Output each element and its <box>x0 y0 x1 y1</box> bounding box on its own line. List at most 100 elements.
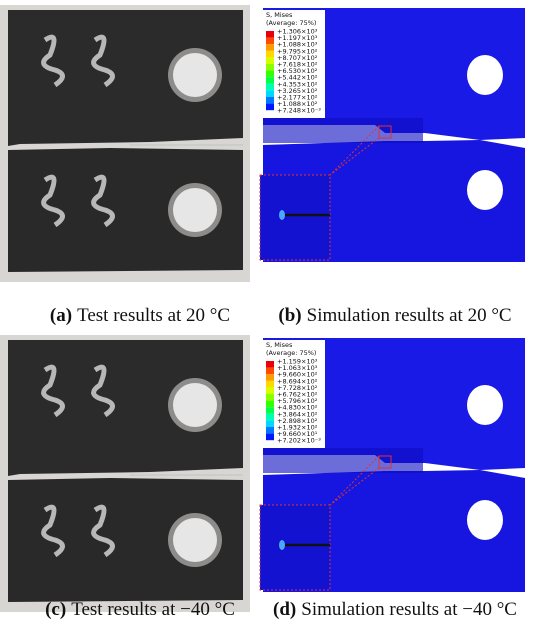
legend-swatch <box>266 90 274 97</box>
legend-value: +4.830×10² <box>277 404 318 412</box>
caption: (a) Test results at 20 °C <box>50 305 230 326</box>
zoom-box <box>378 455 392 469</box>
caption: (c) Test results at −40 °C <box>45 599 235 620</box>
chalk-mark <box>41 34 65 88</box>
legend-swatch <box>266 433 274 441</box>
legend-value: +9.660×10² <box>277 371 318 379</box>
panel: S, Mises(Average: 75%)+1.159×10³+1.063×1… <box>259 338 525 620</box>
legend-swatch <box>266 77 274 84</box>
caption-text: Test results at 20 °C <box>77 305 230 326</box>
legend-value: +8.694×10² <box>277 377 318 385</box>
caption-label: (b) <box>278 305 301 326</box>
legend-title: S, Mises <box>266 341 293 349</box>
legend-swatch <box>266 50 274 58</box>
legend-value: +3.265×10² <box>277 87 318 95</box>
legend-value: +8.707×10² <box>277 54 318 62</box>
plate-bottom <box>8 148 243 272</box>
legend-swatch <box>266 367 274 375</box>
legend-value: +3.864×10² <box>277 410 318 418</box>
legend-value: +2.177×10² <box>277 94 318 102</box>
mesh-top <box>263 338 525 470</box>
legend-swatch <box>266 103 274 111</box>
legend-swatch <box>266 427 274 434</box>
plate-top <box>8 10 243 146</box>
legend-value: +9.660×10¹ <box>277 430 318 438</box>
legend-swatch <box>266 380 274 388</box>
chalk-mark <box>41 174 65 228</box>
legend-value: +7.202×10⁻³ <box>277 437 321 445</box>
chalk-mark <box>91 364 115 418</box>
zoom-box <box>378 125 392 139</box>
legend-swatch <box>266 400 274 408</box>
caption-text: Test results at −40 °C <box>71 599 235 620</box>
chalk-mark <box>91 504 115 558</box>
inset <box>259 174 331 261</box>
legend-value: +1.306×10³ <box>277 28 318 36</box>
hole <box>173 188 217 232</box>
legend-swatch <box>266 420 274 427</box>
panel: S, Mises(Average: 75%)+1.306×10³+1.197×1… <box>259 8 525 326</box>
legend-value: +5.796×10² <box>277 397 318 405</box>
legend-value: +6.762×10² <box>277 391 318 399</box>
hole <box>173 383 217 427</box>
chalk-mark <box>91 34 115 88</box>
legend-swatch <box>266 394 274 401</box>
legend-value: +5.442×10² <box>277 74 318 82</box>
caption: (b) Simulation results at 20 °C <box>278 305 511 326</box>
legend-value: +1.063×10³ <box>277 364 318 372</box>
panel: (a) Test results at 20 °C <box>0 5 250 326</box>
legend-swatch <box>266 97 274 104</box>
plate-top <box>8 340 243 476</box>
legend-value: +6.530×10² <box>277 67 318 75</box>
caption-label: (a) <box>50 305 72 326</box>
hole <box>173 518 217 562</box>
legend-swatch <box>266 37 274 45</box>
legend-value: +1.197×10³ <box>277 34 318 42</box>
chalk-mark <box>41 364 65 418</box>
mesh-top <box>263 8 525 140</box>
caption-text: Simulation results at −40 °C <box>301 599 517 620</box>
legend-value: +1.159×10³ <box>277 358 318 366</box>
legend-swatch <box>266 31 274 38</box>
legend-value: +4.353×10² <box>277 80 318 88</box>
legend-swatch <box>266 83 274 91</box>
legend-value: +7.618×10² <box>277 61 318 69</box>
legend-value: +1.088×10² <box>277 100 318 108</box>
plate-bottom <box>8 478 243 602</box>
legend-value: +7.728×10² <box>277 384 318 392</box>
legend-subtitle: (Average: 75%) <box>266 349 316 357</box>
caption-label: (d) <box>273 599 296 620</box>
hole <box>467 55 503 95</box>
hole <box>467 500 503 540</box>
chalk-mark <box>91 174 115 228</box>
hole <box>173 53 217 97</box>
zoom-line <box>329 455 380 506</box>
legend-value: +2.898×10² <box>277 417 318 425</box>
legend-title: S, Mises <box>266 11 293 19</box>
legend-swatch <box>266 361 274 368</box>
legend-swatch <box>266 57 274 64</box>
legend-value: +1.088×10³ <box>277 41 318 49</box>
notch-band <box>263 118 423 143</box>
inset-stress <box>279 540 285 550</box>
legend-value: +7.248×10⁻³ <box>277 107 321 115</box>
legend-swatch <box>266 407 274 414</box>
zoom-line <box>329 125 380 176</box>
legend-swatch <box>266 413 274 421</box>
notch-band <box>263 448 423 473</box>
hole <box>467 385 503 425</box>
inset <box>259 504 331 591</box>
caption-label: (c) <box>45 599 66 620</box>
legend-swatch <box>266 70 274 78</box>
hole <box>467 170 503 210</box>
legend-swatch <box>266 44 274 51</box>
caption-text: Simulation results at 20 °C <box>307 305 512 326</box>
legend-subtitle: (Average: 75%) <box>266 19 316 27</box>
legend-value: +9.795×10² <box>277 47 318 55</box>
legend-swatch <box>266 64 274 71</box>
legend-swatch <box>266 387 274 394</box>
inset-stress <box>279 210 285 220</box>
legend-swatch <box>266 374 274 381</box>
caption: (d) Simulation results at −40 °C <box>273 599 517 620</box>
